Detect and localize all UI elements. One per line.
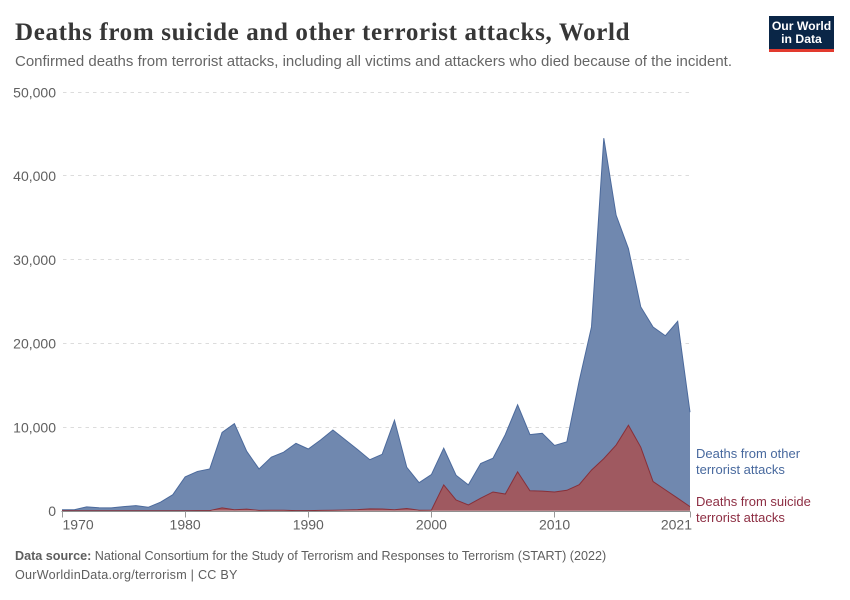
svg-text:50,000: 50,000 [13, 84, 56, 100]
svg-text:10,000: 10,000 [13, 419, 56, 435]
svg-text:2010: 2010 [539, 517, 570, 533]
svg-text:2000: 2000 [416, 517, 447, 533]
svg-text:40,000: 40,000 [13, 168, 56, 184]
svg-text:0: 0 [48, 503, 56, 519]
svg-text:2021: 2021 [661, 517, 692, 533]
svg-text:20,000: 20,000 [13, 336, 56, 352]
svg-text:30,000: 30,000 [13, 252, 56, 268]
svg-text:1980: 1980 [170, 517, 201, 533]
svg-text:1990: 1990 [293, 517, 324, 533]
svg-text:1970: 1970 [63, 517, 94, 533]
